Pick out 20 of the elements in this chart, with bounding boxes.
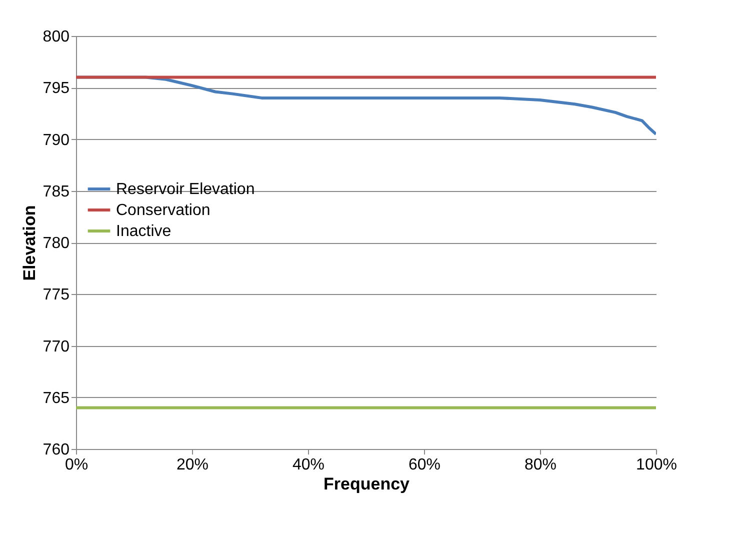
y-axis-title: Elevation (20, 205, 39, 281)
x-tick-label: 60% (408, 456, 441, 474)
x-tick-label: 40% (292, 456, 325, 474)
x-tick-label: 100% (636, 456, 677, 474)
legend-label: Inactive (116, 223, 172, 240)
legend-label: Reservoir Elevation (116, 181, 255, 198)
legend-label: Conservation (116, 202, 210, 219)
x-axis-title: Frequency (324, 474, 410, 494)
x-tick-label: 0% (64, 456, 88, 474)
y-tick-label: 770 (42, 338, 70, 356)
y-tick-label: 800 (42, 28, 70, 46)
y-tick-label: 790 (42, 132, 70, 149)
y-tick-label: 780 (42, 235, 70, 252)
x-tick-label: 20% (176, 456, 209, 474)
y-tick-label: 760 (42, 442, 70, 458)
y-tick-label: 765 (42, 390, 70, 407)
y-tick-label: 775 (42, 286, 70, 304)
y-tick-label: 795 (42, 80, 70, 98)
y-tick-label: 785 (42, 183, 70, 200)
x-tick-label: 80% (524, 456, 557, 474)
